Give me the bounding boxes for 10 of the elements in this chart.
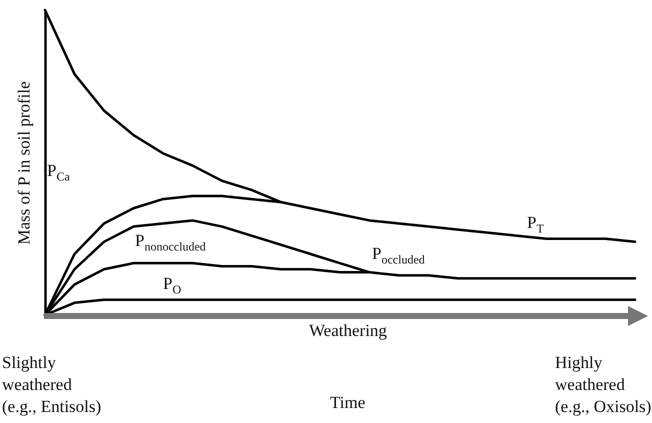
annotation: P$_{O}$ [163, 273, 182, 298]
annotation: P$_{nonoccluded}$ [135, 230, 206, 256]
text: Slightly weathered (e.g., Entisols) [2, 352, 102, 418]
annotation: P$_{occluded}$ [372, 243, 425, 268]
x-axis-title: Time [330, 392, 366, 414]
annotation: P$_{Ca}$ [47, 160, 70, 186]
annotation: P$_{T}$ [527, 212, 544, 238]
text: Weathering [305, 320, 391, 342]
text: Highly weathered (e.g., Oxisols) [555, 352, 652, 418]
y-axis-title: Mass of P in soil profile [14, 81, 34, 245]
